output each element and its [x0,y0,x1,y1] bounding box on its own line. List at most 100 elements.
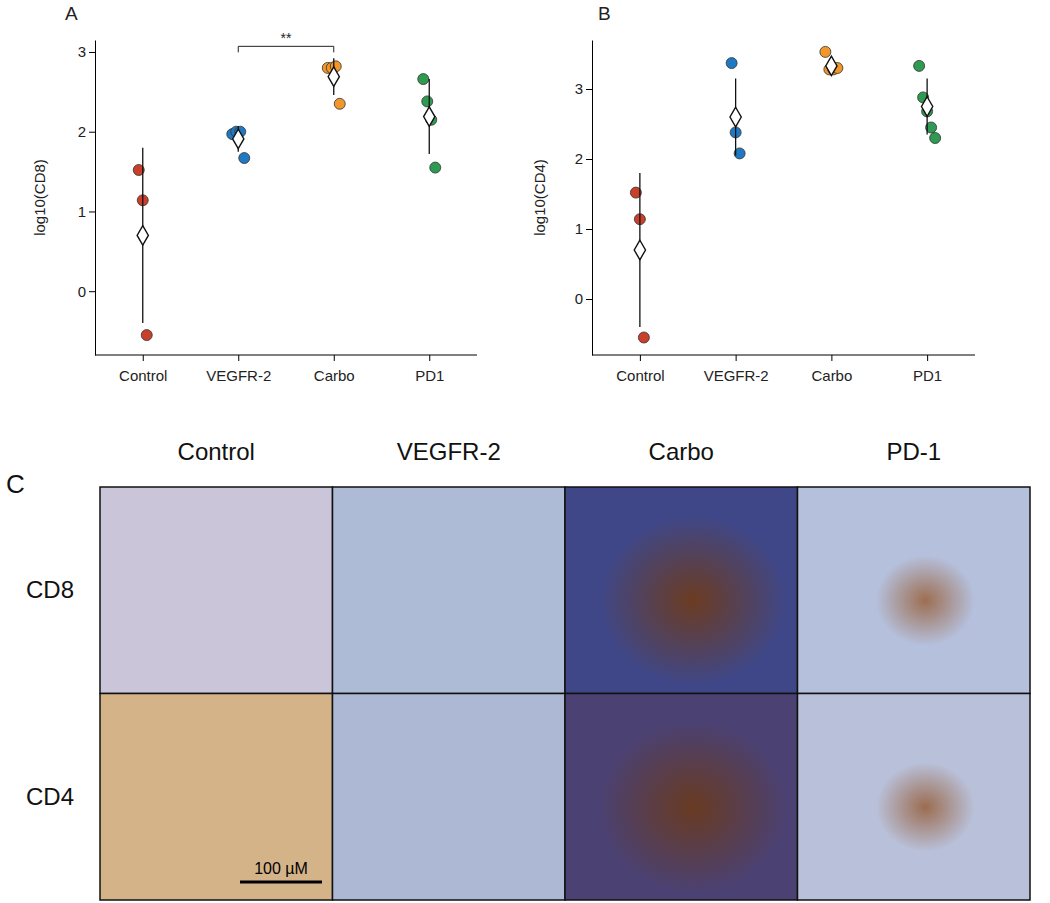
x-tick-label: Control [616,367,664,384]
data-point [820,46,831,57]
micrograph [798,487,1031,694]
stain-region [599,722,786,892]
data-point [930,133,941,144]
plot-area [133,58,441,340]
y-tick-mark [89,291,95,292]
micrograph [100,694,333,901]
mean-marker [137,226,148,246]
y-tick-mark [586,299,592,300]
cell-border [798,694,1031,901]
data-point [239,153,250,164]
x-tick: VEGFR-2 [206,355,271,384]
x-tick-mark [334,355,335,361]
x-axis-line [95,355,477,356]
y-tick: 0 [78,283,95,300]
x-tick: PD1 [913,355,942,384]
column-header: VEGFR-2 [397,438,501,465]
x-tick-label: VEGFR-2 [704,367,769,384]
y-axis-line [592,41,593,356]
data-point [638,332,649,343]
y-tick-mark [89,132,95,133]
x-tick-mark [238,355,239,361]
x-tick: Carbo [811,355,852,384]
mean-marker [424,107,435,127]
data-point [914,60,925,71]
x-tick: Control [616,355,664,384]
x-tick-mark [143,355,144,361]
stain-region [876,762,975,852]
panel-label: B [598,3,611,24]
data-point [726,58,737,69]
mean-marker [730,107,741,127]
y-axis: 0123 [575,41,593,356]
chart-panel: 0123 Control VEGFR-2 Carbo PD1 log10(CD4) B [531,3,975,384]
x-axis: Control VEGFR-2 Carbo PD1 [95,355,477,384]
y-axis: 0 1 2 3 [78,41,96,356]
y-axis-title: log10(CD8) [31,159,48,236]
panel-label: A [65,3,78,24]
significance-label: ** [281,30,292,46]
x-tick-label: Carbo [314,367,355,384]
x-tick: Carbo [314,355,355,384]
data-point [422,96,433,107]
x-tick: PD1 [415,355,444,384]
plot-area [630,46,940,343]
micrograph [100,487,333,694]
y-tick-label: 2 [78,123,86,140]
data-point [141,330,152,341]
y-tick: 1 [575,220,592,237]
x-tick-label: Carbo [811,367,852,384]
y-tick-label: 3 [78,43,86,60]
panel-label: C [6,469,25,499]
figure: 0 1 2 3 Control VEGFR-2 Carbo PD1 log10(CD8) A ** 0… [0,0,1050,903]
micrograph [565,694,798,901]
y-tick-mark [89,211,95,212]
x-tick-label: PD1 [415,367,444,384]
cell-border [333,487,566,694]
mean-marker [233,129,244,149]
y-tick: 3 [575,80,592,97]
x-axis-line [592,355,975,356]
cell-border [333,694,566,901]
x-tick-mark [429,355,430,361]
y-tick: 1 [78,203,95,220]
cell-border [798,487,1031,694]
scale-bar [240,881,322,884]
scale-bar-label: 100 µM [254,860,308,877]
y-tick: 2 [78,123,95,140]
cell-border [565,487,798,694]
y-axis-title: log10(CD4) [531,159,548,236]
cell-border [100,694,333,901]
y-tick-mark [586,159,592,160]
x-tick-mark [831,355,832,361]
cell-border [565,694,798,901]
stain-region [876,556,975,646]
micrograph [565,487,798,694]
x-tick-mark [640,355,641,361]
x-tick-label: PD1 [913,367,942,384]
data-point [334,98,345,109]
mean-marker [328,67,339,87]
y-tick-label: 1 [575,220,583,237]
y-tick-mark [586,229,592,230]
cell-border [100,487,333,694]
significance-bracket [238,46,334,52]
data-point [418,74,429,85]
mean-marker [634,240,645,260]
micrograph [333,694,566,901]
y-tick-label: 0 [78,283,86,300]
x-tick: Control [119,355,167,384]
column-header: PD-1 [886,438,941,465]
y-tick-mark [586,89,592,90]
x-tick-label: VEGFR-2 [206,367,271,384]
mean-marker [826,56,837,76]
data-point [430,162,441,173]
column-header: Carbo [649,438,714,465]
image-panel: CControlVEGFR-2CarboPD-1CD8CD4100 µM [6,438,1030,900]
y-axis-line [95,41,96,356]
micrograph [333,487,566,694]
x-tick-label: Control [119,367,167,384]
row-label: CD4 [26,783,74,810]
stain-region [599,516,786,686]
y-tick: 3 [78,43,95,60]
